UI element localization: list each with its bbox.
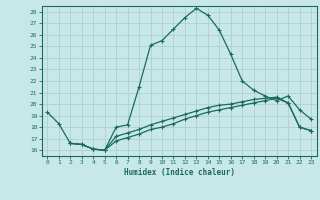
X-axis label: Humidex (Indice chaleur): Humidex (Indice chaleur) bbox=[124, 168, 235, 177]
